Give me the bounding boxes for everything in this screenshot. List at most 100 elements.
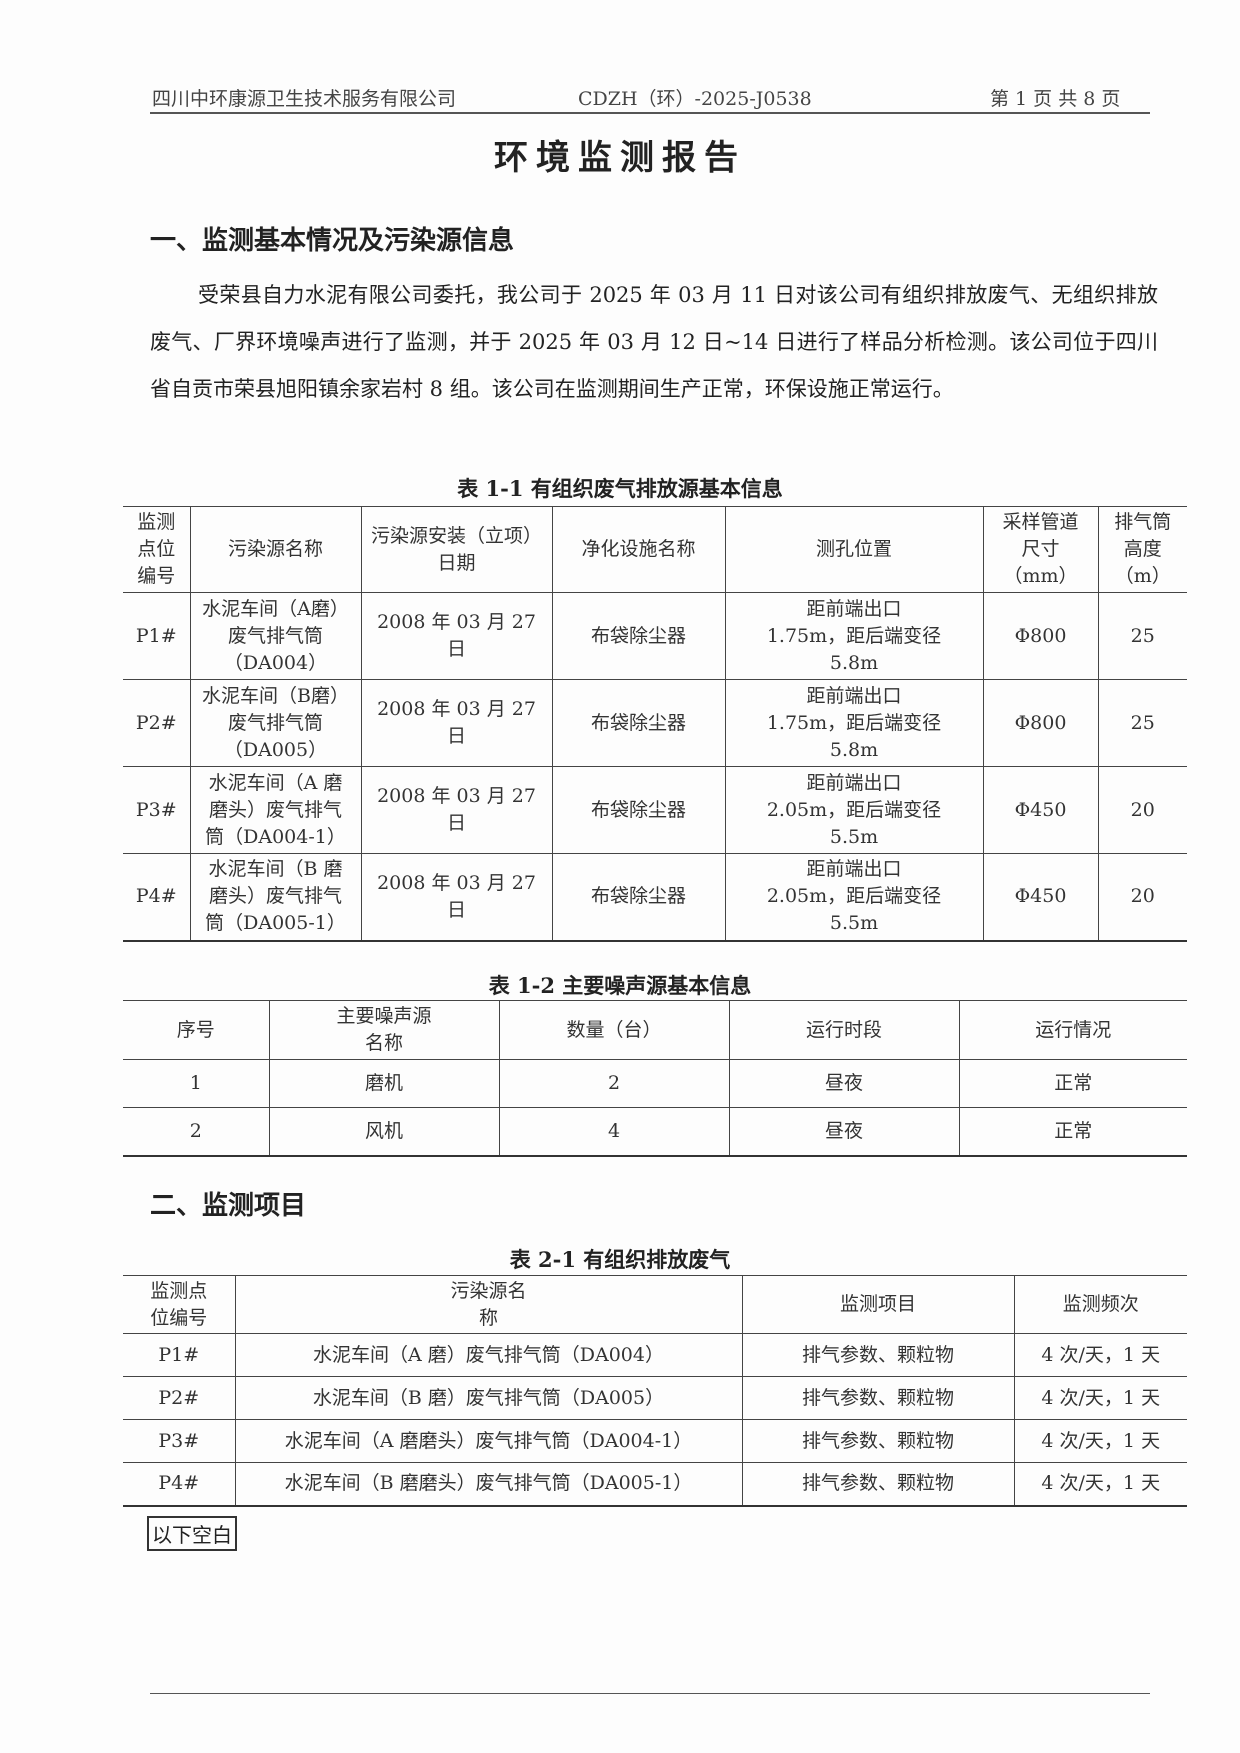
table-cell: 水泥车间（A 磨磨头）废气排气筒（DA004-1） bbox=[189, 766, 362, 854]
column-header: 运行情况 bbox=[958, 1000, 1187, 1060]
table-cell: P1# bbox=[123, 592, 191, 680]
table-row: P4# 水泥车间（B 磨磨头）废气排气筒（DA005-1） 2008 年 03 月 … bbox=[123, 853, 1187, 942]
table-cell: 2008 年 03 月 27 日 bbox=[360, 679, 553, 767]
table-cell: 4 次/天，1 天 bbox=[1013, 1376, 1187, 1420]
table-row: P3# 水泥车间（A 磨磨头）废气排气筒（DA004-1） 排气参数、颗粒物 4 次/… bbox=[123, 1419, 1187, 1463]
column-header: 污染源名称 bbox=[189, 506, 362, 593]
column-header: 监测项目 bbox=[741, 1275, 1015, 1334]
table-cell: Φ450 bbox=[982, 766, 1099, 854]
table-cell: P2# bbox=[123, 1376, 236, 1420]
table-cell: 排气参数、颗粒物 bbox=[741, 1419, 1015, 1463]
table-row: P3# 水泥车间（A 磨磨头）废气排气筒（DA004-1） 2008 年 03 月 … bbox=[123, 766, 1187, 854]
table-cell: 排气参数、颗粒物 bbox=[741, 1376, 1015, 1420]
table-cell: 布袋除尘器 bbox=[551, 592, 726, 680]
table-cell: 20 bbox=[1097, 766, 1187, 854]
table-cell: 正常 bbox=[958, 1107, 1187, 1157]
column-header: 主要噪声源名称 bbox=[268, 1000, 500, 1060]
column-header: 测孔位置 bbox=[724, 506, 984, 593]
table3-caption: 表 2-1 有组织排放废气 bbox=[509, 1247, 731, 1272]
table-cell: 2008 年 03 月 27 日 bbox=[360, 853, 553, 942]
table-row: P2# 水泥车间（B磨）废气排气筒（DA005） 2008 年 03 月 27 日布… bbox=[123, 679, 1187, 767]
table-cell: 25 bbox=[1097, 679, 1187, 767]
table-cell: P2# bbox=[123, 679, 191, 767]
section1-heading: 一、监测基本情况及污染源信息 bbox=[150, 226, 515, 256]
table-row: P1# 水泥车间（A磨）废气排气筒（DA004） 2008 年 03 月 27 日布… bbox=[123, 592, 1187, 680]
table-cell: 2 bbox=[123, 1107, 270, 1157]
table-cell: 水泥车间（A 磨磨头）废气排气筒（DA004-1） bbox=[234, 1419, 743, 1463]
blank-note: 以下空白 bbox=[147, 1516, 237, 1551]
table-cell: 水泥车间（B 磨）废气排气筒（DA005） bbox=[234, 1376, 743, 1420]
table-cell: 距前端出口 1.75m，距后端变径 5.8m bbox=[724, 592, 984, 680]
table-cell: 1 bbox=[123, 1059, 270, 1108]
table-cell: 昼夜 bbox=[728, 1107, 960, 1157]
section1-paragraph: 受荣县自力水泥有限公司委托，我公司于 2025 年 03 月 11 日对该公司有… bbox=[150, 283, 1158, 401]
table-cell: P1# bbox=[123, 1333, 236, 1377]
footer-divider bbox=[150, 1693, 1150, 1694]
table-cell: 4 次/天，1 天 bbox=[1013, 1419, 1187, 1463]
table-cell: P4# bbox=[123, 1462, 236, 1507]
table-cell: 水泥车间（A 磨）废气排气筒（DA004） bbox=[234, 1333, 743, 1377]
table2-caption: 表 1-2 主要噪声源基本信息 bbox=[488, 973, 752, 998]
table-cell: 排气参数、颗粒物 bbox=[741, 1462, 1015, 1507]
table-cell: P4# bbox=[123, 853, 191, 942]
table-cell: 昼夜 bbox=[728, 1059, 960, 1108]
table2: 序号 主要噪声源名称 数量（台） 运行时段 运行情况 1 磨机 2 昼夜 正常 2 风机 4 昼夜 正常 bbox=[123, 1000, 1187, 1157]
table-cell: 水泥车间（B 磨磨头）废气排气筒（DA005-1） bbox=[189, 853, 362, 942]
table-header-row: 监测点位编号 污染源名称 监测项目 监测频次 bbox=[123, 1275, 1187, 1334]
table-header-row: 序号 主要噪声源名称 数量（台） 运行时段 运行情况 bbox=[123, 1000, 1187, 1060]
column-header: 监测点位编号 bbox=[123, 506, 191, 593]
table-cell: 布袋除尘器 bbox=[551, 766, 726, 854]
column-header: 监测点位编号 bbox=[123, 1275, 236, 1334]
table-cell: 2008 年 03 月 27 日 bbox=[360, 592, 553, 680]
table-cell: 水泥车间（B 磨磨头）废气排气筒（DA005-1） bbox=[234, 1462, 743, 1507]
header-page-number: 第 1 页 共 8 页 bbox=[990, 88, 1121, 110]
table-cell: 距前端出口 2.05m，距后端变径 5.5m bbox=[724, 766, 984, 854]
table-cell: Φ800 bbox=[982, 679, 1099, 767]
table-cell: 布袋除尘器 bbox=[551, 679, 726, 767]
table-cell: Φ450 bbox=[982, 853, 1099, 942]
column-header: 序号 bbox=[123, 1000, 270, 1060]
column-header: 污染源安装（立项）日期 bbox=[360, 506, 553, 593]
column-header: 净化设施名称 bbox=[551, 506, 726, 593]
column-header: 数量（台） bbox=[498, 1000, 730, 1060]
header-divider bbox=[150, 112, 1150, 114]
column-header: 监测频次 bbox=[1013, 1275, 1187, 1334]
column-header: 运行时段 bbox=[728, 1000, 960, 1060]
table-row: 1 磨机 2 昼夜 正常 bbox=[123, 1059, 1187, 1108]
table-cell: 4 次/天，1 天 bbox=[1013, 1333, 1187, 1377]
table-cell: 布袋除尘器 bbox=[551, 853, 726, 942]
table-cell: 2 bbox=[498, 1059, 730, 1108]
table-row: 2 风机 4 昼夜 正常 bbox=[123, 1107, 1187, 1157]
table-cell: 距前端出口 1.75m，距后端变径 5.8m bbox=[724, 679, 984, 767]
table-cell: 2008 年 03 月 27 日 bbox=[360, 766, 553, 854]
table-row: P2# 水泥车间（B 磨）废气排气筒（DA005） 排气参数、颗粒物 4 次/天，1 … bbox=[123, 1376, 1187, 1420]
table1-caption: 表 1-1 有组织废气排放源基本信息 bbox=[457, 476, 783, 501]
table-cell: 距前端出口 2.05m，距后端变径 5.5m bbox=[724, 853, 984, 942]
column-header: 采样管道尺寸（mm） bbox=[982, 506, 1099, 593]
table-cell: 4 bbox=[498, 1107, 730, 1157]
table-cell: 20 bbox=[1097, 853, 1187, 942]
table-cell: 水泥车间（A磨）废气排气筒（DA004） bbox=[189, 592, 362, 680]
table-cell: 25 bbox=[1097, 592, 1187, 680]
table-cell: P3# bbox=[123, 1419, 236, 1463]
column-header: 排气筒高度（m） bbox=[1097, 506, 1187, 593]
table-cell: Φ800 bbox=[982, 592, 1099, 680]
table-row: P4# 水泥车间（B 磨磨头）废气排气筒（DA005-1） 排气参数、颗粒物 4 次/… bbox=[123, 1462, 1187, 1507]
column-header: 污染源名称 bbox=[234, 1275, 743, 1334]
table-cell: 磨机 bbox=[268, 1059, 500, 1108]
header-company: 四川中环康源卫生技术服务有限公司 bbox=[152, 88, 457, 110]
table-row: P1# 水泥车间（A 磨）废气排气筒（DA004） 排气参数、颗粒物 4 次/天，1 … bbox=[123, 1333, 1187, 1377]
table1: 监测点位编号 污染源名称 污染源安装（立项）日期 净化设施名称 测孔位置 采样管道尺寸（m… bbox=[123, 506, 1187, 942]
table-cell: 水泥车间（B磨）废气排气筒（DA005） bbox=[189, 679, 362, 767]
table3: 监测点位编号 污染源名称 监测项目 监测频次 P1# 水泥车间（A 磨）废气排气筒（DA0… bbox=[123, 1275, 1187, 1507]
page-title: 环境监测报告 bbox=[494, 138, 746, 178]
table-cell: 正常 bbox=[958, 1059, 1187, 1108]
table-header-row: 监测点位编号 污染源名称 污染源安装（立项）日期 净化设施名称 测孔位置 采样管道尺寸（m… bbox=[123, 506, 1187, 593]
table-cell: 风机 bbox=[268, 1107, 500, 1157]
section2-heading: 二、监测项目 bbox=[150, 1191, 307, 1221]
header-report-no: CDZH（环）-2025-J0538 bbox=[578, 88, 812, 110]
table-cell: 4 次/天，1 天 bbox=[1013, 1462, 1187, 1507]
table-cell: P3# bbox=[123, 766, 191, 854]
table-cell: 排气参数、颗粒物 bbox=[741, 1333, 1015, 1377]
